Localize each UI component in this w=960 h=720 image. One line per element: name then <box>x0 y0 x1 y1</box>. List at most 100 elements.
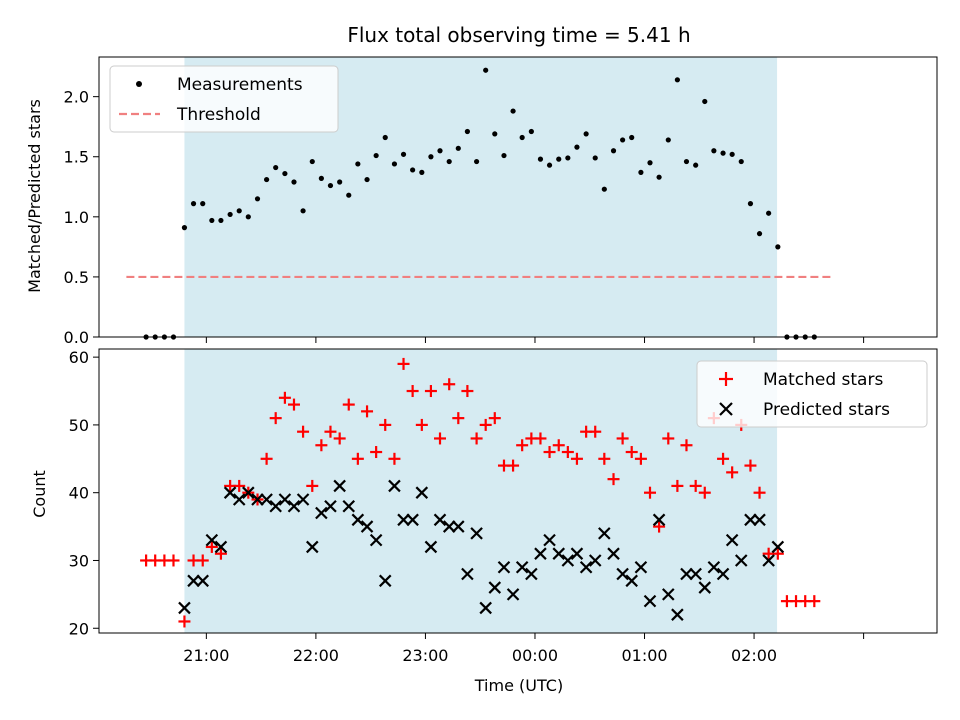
measurement-point <box>410 167 416 173</box>
measurement-point <box>665 137 671 143</box>
x-tick-label: 21:00 <box>183 646 229 665</box>
bot-y-tick-label: 50 <box>69 416 89 435</box>
bot-y-tick-label: 60 <box>69 348 89 367</box>
bottom-y-axis-label: Count <box>30 470 49 518</box>
measurement-point <box>373 152 379 159</box>
predicted-star-point <box>680 567 693 581</box>
measurement-point <box>327 182 334 189</box>
matched-star-point <box>543 446 556 459</box>
measurement-point <box>391 161 398 167</box>
chart-title: Flux total observing time = 5.41 h <box>347 23 690 47</box>
predicted-star-point <box>260 493 273 506</box>
predicted-star-point <box>570 547 584 560</box>
matched-star-point <box>424 385 437 398</box>
measurement-point <box>382 134 388 141</box>
predicted-star-point <box>424 540 438 554</box>
measurement-point <box>756 231 763 237</box>
measurement-point <box>738 158 744 165</box>
matched-star-point <box>214 547 227 560</box>
bottom-plot-frame <box>98 348 938 634</box>
matched-star-point <box>297 425 310 438</box>
bottom-legend: Matched stars Predicted stars <box>696 360 928 428</box>
predicted-star-point <box>588 554 602 567</box>
predicted-star-point <box>442 520 456 533</box>
matched-star-point <box>771 547 784 560</box>
matched-star-point <box>808 595 821 608</box>
predicted-star-point <box>616 567 629 581</box>
measurement-point <box>300 208 306 214</box>
x-tick-label: 00:00 <box>512 646 558 665</box>
matched-star-point <box>534 432 547 445</box>
matched-star-point <box>726 466 739 479</box>
predicted-star-point <box>433 513 447 527</box>
predicted-star-point <box>525 567 538 581</box>
top-x-ticks <box>205 337 865 343</box>
predicted-star-point <box>598 527 611 540</box>
x-axis-label: Time (UTC) <box>474 676 563 695</box>
bottom-shaded-region <box>184 349 778 633</box>
x-tick-label: 22:00 <box>293 646 339 665</box>
predicted-star-point <box>725 533 739 547</box>
predicted-star-point <box>415 486 429 499</box>
matched-star-point <box>589 425 602 438</box>
bot-y-tick-label: 20 <box>69 619 89 638</box>
matched-star-point <box>361 405 374 418</box>
predicted-star-point <box>315 506 328 520</box>
measurement-point <box>647 160 653 166</box>
matched-star-point <box>415 418 428 431</box>
measurement-point <box>656 174 662 180</box>
predicted-star-point <box>296 493 310 506</box>
measurement-point <box>528 128 534 135</box>
predicted-star-point <box>333 479 346 493</box>
predicted-star-point <box>223 486 237 499</box>
measurement-point <box>629 134 635 141</box>
matched-star-point <box>607 473 620 486</box>
predicted-star-point <box>506 588 520 601</box>
predicted-star-point <box>497 560 511 574</box>
matched-star-point <box>662 432 675 445</box>
measurement-point <box>583 131 589 137</box>
predicted-star-point <box>232 493 246 506</box>
matched-star-point <box>434 432 447 445</box>
predicted-star-point <box>251 493 264 506</box>
measurement-point <box>254 196 261 202</box>
matched-star-point <box>689 479 702 492</box>
matched-star-point <box>634 452 647 465</box>
measurements-points <box>143 67 817 340</box>
measurement-point <box>574 144 580 150</box>
measurement-point <box>720 150 726 156</box>
predicted-star-point <box>734 554 748 567</box>
measurement-point <box>501 152 507 159</box>
matched-star-point <box>470 432 483 445</box>
predicted-star-point <box>351 513 365 527</box>
predicted-star-point <box>242 486 255 499</box>
predicted-star-point <box>634 560 648 574</box>
measurement-point <box>693 162 699 168</box>
predicted-star-point <box>397 513 410 527</box>
measurement-point <box>318 175 324 181</box>
x-tick-label: 01:00 <box>621 646 667 665</box>
predicted-star-point <box>178 601 191 615</box>
measurement-point <box>437 148 443 154</box>
matched-star-point <box>452 412 465 425</box>
measurement-point <box>610 148 617 154</box>
predicted-star-point <box>643 594 657 608</box>
matched-star-point <box>488 412 501 425</box>
predicted-star-point <box>753 513 766 527</box>
predicted-star-point <box>187 574 200 588</box>
matched-star-point <box>625 446 638 459</box>
matched-star-point <box>753 486 766 499</box>
matched-star-point <box>671 479 684 492</box>
predicted-star-point <box>561 554 575 567</box>
measurement-point <box>337 179 343 185</box>
matched-star-point <box>744 459 757 472</box>
predicted-star-point <box>269 499 282 513</box>
matched-star-point <box>507 459 520 472</box>
matched-star-point <box>388 452 401 465</box>
matched-star-point <box>461 385 474 398</box>
predicted-star-point <box>515 560 529 574</box>
measurement-point <box>702 98 708 105</box>
predicted-star-point <box>552 547 566 560</box>
predicted-star-point <box>689 567 702 581</box>
measurement-point <box>766 210 772 216</box>
